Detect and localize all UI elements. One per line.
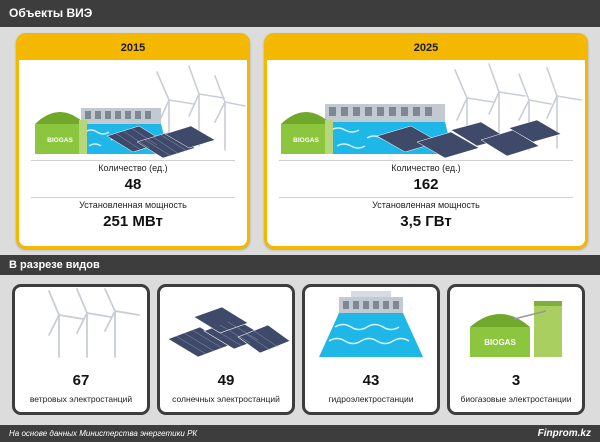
biogas-sign: BIOGAS [47, 137, 73, 144]
year-card-2015: 2015 [16, 33, 250, 249]
type-label: гидроэлектростанции [328, 394, 414, 404]
type-count: 3 [511, 372, 521, 389]
capacity-value: 3,5 ГВт [400, 213, 452, 230]
count-label: Количество (ед.) [31, 160, 235, 173]
section-title: В разрезе видов [9, 259, 100, 271]
type-card-biogas: BIOGAS 3 биогазовые электростанции [447, 284, 585, 415]
page-title: Объекты ВИЭ [9, 6, 93, 20]
year-card-2025: 2025 [264, 33, 588, 249]
capacity-value: 251 МВт [103, 213, 163, 230]
biogas-plant-icon: BIOGAS [450, 287, 582, 359]
wind-turbines-icon [15, 287, 147, 359]
energy-scene-icon: BIOGAS [267, 60, 585, 160]
type-card-solar: 49 солнечных электростанций [157, 284, 295, 415]
type-label: ветровых электростанций [29, 394, 133, 404]
header-bar: Объекты ВИЭ [0, 0, 600, 27]
count-value: 48 [124, 176, 142, 193]
count-label: Количество (ед.) [279, 160, 573, 173]
type-count: 43 [362, 372, 380, 389]
biogas-sign: BIOGAS [293, 137, 319, 144]
year-label: 2015 [19, 36, 247, 60]
capacity-label: Установленная мощность [31, 197, 235, 210]
biogas-sign: BIOGAS [484, 338, 516, 347]
brand-link[interactable]: Finprom.kz [537, 428, 591, 439]
year-label: 2025 [267, 36, 585, 60]
type-card-hydro: 43 гидроэлектростанции [302, 284, 440, 415]
hydro-dam-icon [305, 287, 437, 359]
type-count: 67 [72, 372, 90, 389]
count-value: 162 [413, 176, 439, 193]
capacity-label: Установленная мощность [279, 197, 573, 210]
source-note: На основе данных Министерства энергетики… [9, 429, 198, 438]
solar-panels-icon [160, 287, 292, 359]
type-label: солнечных электростанций [172, 394, 280, 404]
section-bar: В разрезе видов [0, 255, 600, 275]
type-label: биогазовые электростанции [460, 394, 572, 404]
type-card-wind: 67 ветровых электростанций [12, 284, 150, 415]
footer-bar: На основе данных Министерства энергетики… [0, 425, 600, 442]
type-count: 49 [217, 372, 235, 389]
energy-scene-icon: BIOGAS [19, 60, 247, 160]
